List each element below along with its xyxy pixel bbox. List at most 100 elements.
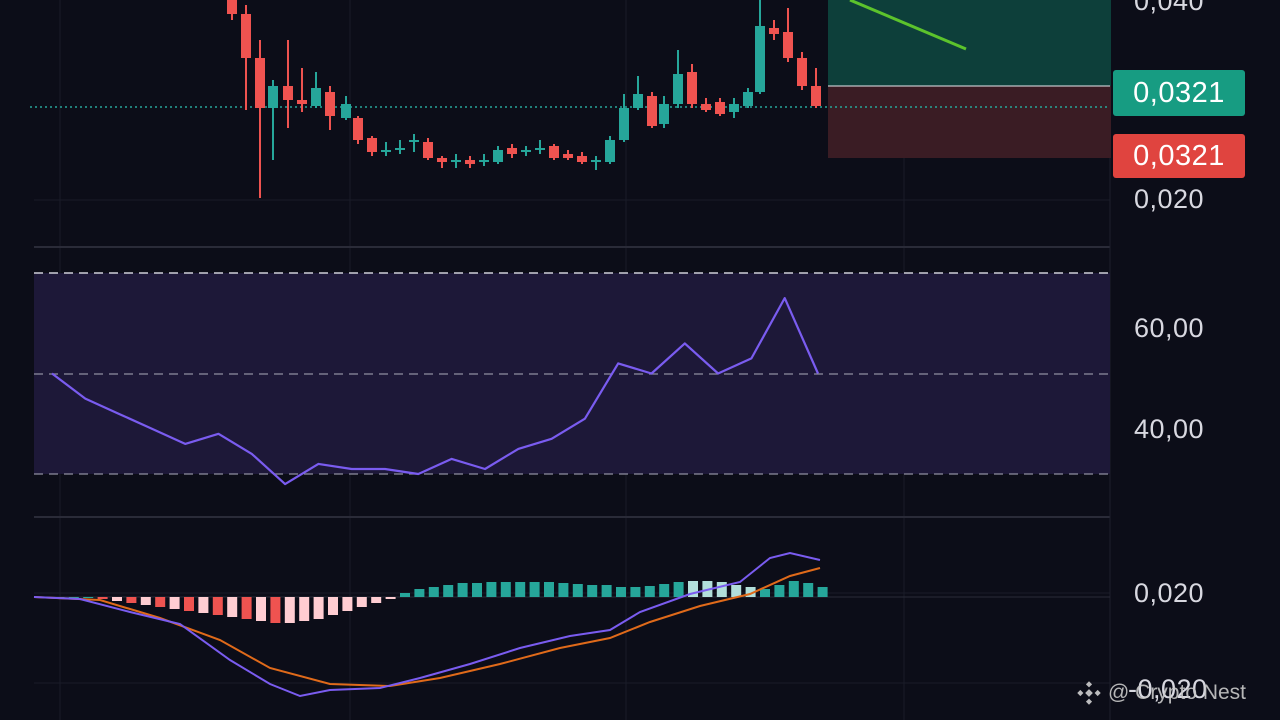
candle-body xyxy=(507,148,517,154)
candle-body xyxy=(769,28,779,34)
candle-body xyxy=(297,100,307,104)
candle-body xyxy=(381,150,391,152)
macd-histogram-bar xyxy=(688,581,698,597)
macd-histogram-bar xyxy=(227,597,238,617)
macd-histogram-bar xyxy=(788,581,799,597)
macd-histogram-bar xyxy=(155,597,166,607)
macd-histogram-bar xyxy=(472,583,482,597)
candle-body xyxy=(811,86,821,106)
macd-histogram-bar xyxy=(731,585,742,597)
macd-histogram-bar xyxy=(284,597,295,623)
candle-body xyxy=(605,140,615,162)
take-profit-zone xyxy=(828,0,1111,86)
macd-histogram xyxy=(40,581,828,623)
candle-body xyxy=(451,160,461,162)
candle-body xyxy=(647,96,657,126)
rsi-line xyxy=(51,297,820,486)
macd-histogram-bar xyxy=(313,597,324,619)
candle-body xyxy=(493,150,503,162)
candle-body xyxy=(633,94,643,108)
macd-histogram-bar xyxy=(140,597,151,605)
candle-body xyxy=(563,154,573,158)
macd-histogram-bar xyxy=(544,582,554,597)
price-axis-label: 0,020 xyxy=(1134,184,1205,214)
macd-histogram-bar xyxy=(443,585,454,597)
candle-body xyxy=(715,102,725,114)
candle-body xyxy=(227,0,237,14)
macd-histogram-bar xyxy=(356,597,367,607)
candle-body xyxy=(729,104,739,112)
macd-histogram-bar xyxy=(500,582,511,597)
macd-histogram-bar xyxy=(169,597,180,609)
candle-body xyxy=(341,104,351,118)
macd-histogram-bar xyxy=(673,582,684,597)
macd-axis-label-pos: 0,020 xyxy=(1134,578,1205,608)
macd-histogram-bar xyxy=(97,597,108,599)
candle-body xyxy=(255,58,265,108)
price-axis-label-top: 0,040 xyxy=(1134,0,1205,16)
macd-histogram-bar xyxy=(400,593,410,597)
candle-body xyxy=(465,160,475,164)
sell-price-tag: 0,0321 xyxy=(1113,134,1245,178)
candle-body xyxy=(395,148,405,150)
macd-histogram-bar xyxy=(745,587,756,597)
macd-histogram-bar xyxy=(299,597,310,621)
macd-histogram-bar xyxy=(68,597,79,598)
candle-body xyxy=(241,14,251,58)
macd-histogram-bar xyxy=(486,582,497,597)
rsi-band xyxy=(34,273,1110,474)
macd-histogram-bar xyxy=(385,597,396,599)
macd-histogram-bar xyxy=(212,597,223,615)
macd-histogram-bar xyxy=(83,597,94,598)
candlestick-series xyxy=(227,0,821,198)
macd-histogram-bar xyxy=(774,585,785,597)
macd-histogram-bar xyxy=(270,597,281,623)
macd-histogram-bar xyxy=(630,587,641,597)
macd-histogram-bar xyxy=(112,597,122,601)
candle-body xyxy=(353,118,363,140)
candle-body xyxy=(783,32,793,58)
candle-body xyxy=(687,72,697,104)
macd-histogram-bar xyxy=(529,582,540,597)
trend-line xyxy=(849,0,967,51)
candle-body xyxy=(367,138,377,152)
macd-histogram-bar xyxy=(342,597,353,611)
candle-body xyxy=(673,74,683,104)
candle-body xyxy=(755,26,765,92)
candle-body xyxy=(535,148,545,150)
macd-histogram-bar xyxy=(428,587,439,597)
macd-histogram-bar xyxy=(241,597,252,619)
macd-histogram-bar xyxy=(126,597,137,603)
macd-histogram-bar xyxy=(644,586,655,597)
macd-histogram-bar xyxy=(198,597,209,613)
macd-histogram-bar xyxy=(515,582,526,597)
last-price-tag: 0,0321 xyxy=(1113,70,1245,116)
macd-histogram-bar xyxy=(457,583,468,597)
watermark: @ Crypto Nest xyxy=(1076,680,1246,706)
stop-loss-zone xyxy=(828,86,1111,158)
candle-body xyxy=(619,108,629,140)
macd-histogram-bar xyxy=(587,585,598,597)
candle-body xyxy=(479,160,489,162)
candle-body xyxy=(423,142,433,158)
candle-body xyxy=(743,92,753,106)
candle-body xyxy=(659,104,669,124)
rsi-axis-label-60: 60,00 xyxy=(1134,313,1205,343)
macd-histogram-bar xyxy=(716,582,727,597)
candle-body xyxy=(521,150,531,152)
macd-histogram-bar xyxy=(817,587,828,597)
macd-histogram-bar xyxy=(328,597,338,615)
candle-body xyxy=(283,86,293,100)
macd-histogram-bar xyxy=(184,597,194,611)
macd-line xyxy=(33,551,821,698)
macd-histogram-bar xyxy=(659,584,670,597)
macd-axis-label-neg: -0,020 xyxy=(1128,674,1208,704)
candle-body xyxy=(701,104,711,110)
macd-signal-line xyxy=(33,567,821,688)
macd-histogram-bar xyxy=(616,587,626,597)
candle-body xyxy=(591,160,601,162)
macd-histogram-bar xyxy=(371,597,382,603)
macd-histogram-bar xyxy=(601,585,612,597)
candle-body xyxy=(549,146,559,158)
